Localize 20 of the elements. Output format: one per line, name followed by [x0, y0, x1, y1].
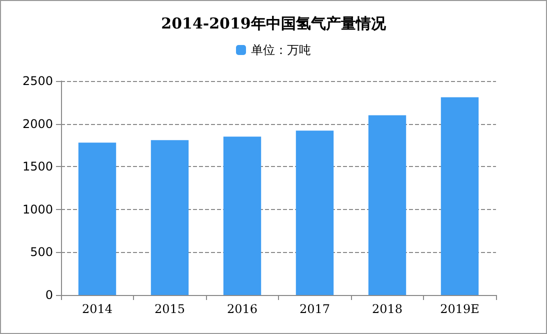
- bar: [78, 142, 116, 295]
- x-tick-label: 2019E: [440, 302, 480, 316]
- bar: [223, 136, 262, 295]
- y-tick-label: 500: [30, 245, 53, 260]
- x-tick-label: 2016: [226, 302, 258, 316]
- bar: [150, 140, 189, 295]
- x-tick-label: 2017: [299, 302, 330, 316]
- bar: [296, 130, 334, 295]
- chart-title: 2014-2019年中国氢气产量情况: [161, 14, 387, 32]
- y-tick-label: 1000: [22, 202, 53, 216]
- bar: [440, 97, 479, 295]
- y-tick-label: 1500: [22, 160, 53, 174]
- y-tick-label: 0: [45, 288, 53, 302]
- legend-label: 单位：万吨: [251, 43, 311, 57]
- x-tick-label: 2015: [154, 302, 186, 316]
- y-tick-label: 2000: [22, 116, 53, 131]
- y-tick-label: 2500: [22, 74, 53, 88]
- bar: [368, 115, 406, 295]
- x-tick-label: 2014: [82, 302, 113, 316]
- x-tick-label: 2018: [372, 302, 403, 316]
